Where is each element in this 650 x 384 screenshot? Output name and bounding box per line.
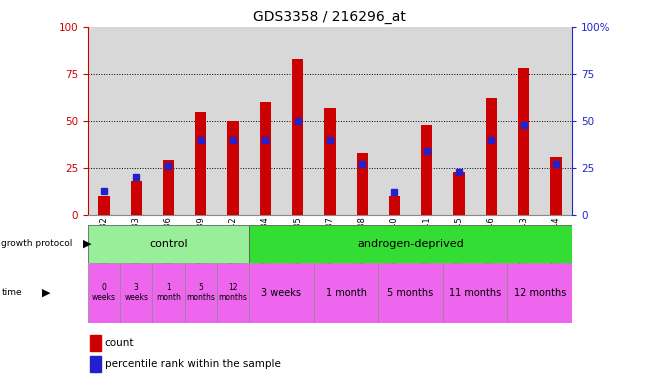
- Text: control: control: [149, 239, 188, 249]
- Bar: [162, 161, 174, 215]
- Bar: [120, 225, 152, 263]
- Text: 11 months: 11 months: [449, 288, 501, 298]
- Text: 12 months: 12 months: [514, 288, 566, 298]
- Bar: [152, 225, 185, 263]
- Text: 1 month: 1 month: [326, 288, 367, 298]
- Bar: [281, 225, 314, 263]
- Bar: [443, 263, 508, 323]
- Bar: [217, 27, 249, 215]
- Text: growth protocol: growth protocol: [1, 239, 73, 248]
- Bar: [314, 27, 346, 215]
- Bar: [292, 59, 304, 215]
- Text: 1
month: 1 month: [156, 283, 181, 303]
- Bar: [152, 263, 185, 323]
- Bar: [88, 225, 249, 263]
- Bar: [378, 27, 411, 215]
- Bar: [475, 27, 508, 215]
- Bar: [453, 172, 465, 215]
- Bar: [443, 27, 475, 215]
- Bar: [152, 27, 185, 215]
- Bar: [88, 225, 120, 263]
- Text: androgen-deprived: androgen-deprived: [358, 239, 464, 249]
- Bar: [486, 98, 497, 215]
- Bar: [131, 181, 142, 215]
- Text: percentile rank within the sample: percentile rank within the sample: [105, 359, 281, 369]
- Bar: [346, 225, 378, 263]
- Bar: [314, 263, 378, 323]
- Text: ▶: ▶: [42, 288, 51, 298]
- Bar: [217, 263, 249, 323]
- Text: 12
months: 12 months: [218, 283, 248, 303]
- Bar: [249, 225, 281, 263]
- Bar: [411, 27, 443, 215]
- Bar: [281, 27, 314, 215]
- Bar: [475, 225, 508, 263]
- Bar: [378, 225, 411, 263]
- Bar: [421, 125, 432, 215]
- Text: time: time: [1, 288, 22, 297]
- Bar: [185, 27, 217, 215]
- Bar: [88, 263, 120, 323]
- Bar: [411, 225, 443, 263]
- Bar: [185, 263, 217, 323]
- Bar: [443, 225, 475, 263]
- Bar: [508, 225, 540, 263]
- Text: 0
weeks: 0 weeks: [92, 283, 116, 303]
- Text: 5
months: 5 months: [187, 283, 215, 303]
- Text: 3 weeks: 3 weeks: [261, 288, 302, 298]
- Bar: [90, 356, 101, 372]
- Bar: [389, 196, 400, 215]
- Bar: [259, 102, 271, 215]
- Bar: [314, 225, 346, 263]
- Bar: [346, 27, 378, 215]
- Title: GDS3358 / 216296_at: GDS3358 / 216296_at: [254, 10, 406, 25]
- Bar: [249, 263, 314, 323]
- Bar: [120, 27, 152, 215]
- Bar: [90, 335, 101, 351]
- Bar: [185, 225, 217, 263]
- Bar: [249, 225, 572, 263]
- Bar: [227, 121, 239, 215]
- Bar: [120, 263, 152, 323]
- Bar: [217, 225, 249, 263]
- Bar: [195, 112, 207, 215]
- Bar: [508, 263, 572, 323]
- Text: count: count: [105, 338, 134, 348]
- Bar: [324, 108, 335, 215]
- Bar: [550, 157, 562, 215]
- Text: ▶: ▶: [83, 239, 92, 249]
- Text: 5 months: 5 months: [387, 288, 434, 298]
- Bar: [378, 263, 443, 323]
- Bar: [540, 225, 572, 263]
- Bar: [356, 153, 368, 215]
- Bar: [540, 27, 572, 215]
- Bar: [88, 27, 120, 215]
- Bar: [508, 27, 540, 215]
- Bar: [98, 196, 110, 215]
- Bar: [249, 27, 281, 215]
- Bar: [518, 68, 529, 215]
- Text: 3
weeks: 3 weeks: [124, 283, 148, 303]
